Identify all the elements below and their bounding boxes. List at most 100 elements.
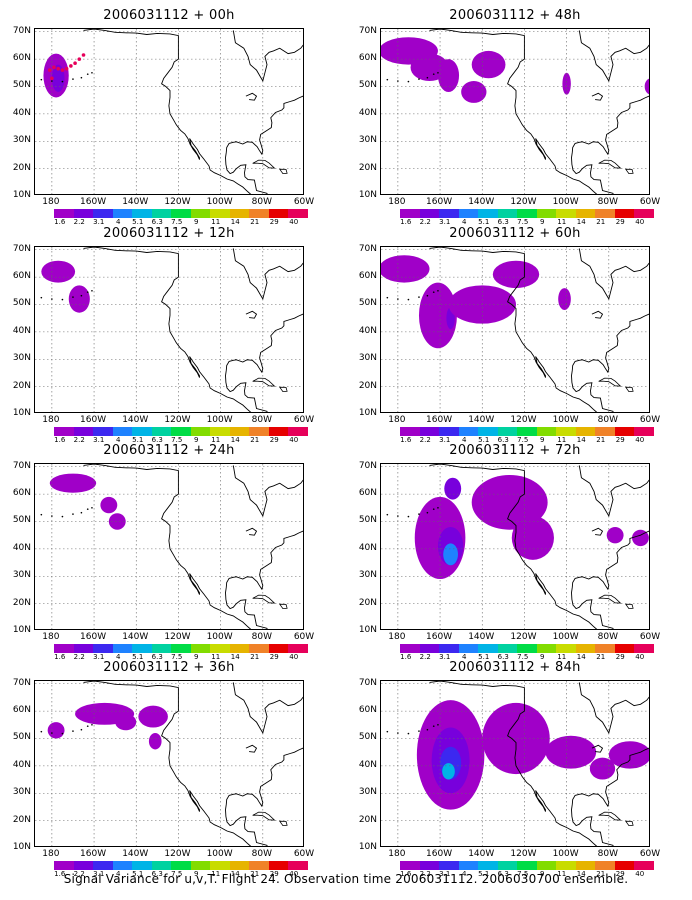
colorbar-label: 11 — [557, 436, 567, 444]
island-outline — [624, 168, 634, 175]
colorbar-swatch — [288, 209, 308, 218]
island-outline — [252, 159, 276, 169]
colorbar-label: 29 — [615, 653, 625, 661]
colorbar-swatch — [171, 427, 191, 436]
colorbar-swatch — [614, 644, 634, 653]
longitude-tick-label: 120W — [510, 632, 537, 642]
colorbar-swatch — [210, 209, 230, 218]
map-frame — [380, 463, 650, 630]
colorbar-swatch — [132, 209, 152, 218]
island-dot — [407, 298, 410, 301]
colorbar-label: 11 — [211, 218, 221, 226]
map-panel: 2006031112 + 48h 70N 60N 50N 40N 30N 20N 10N 180… — [346, 8, 686, 227]
longitude-tick-label: 80W — [597, 849, 618, 859]
island-outline — [598, 377, 622, 387]
island-dot — [418, 513, 420, 515]
colorbar-swatch — [171, 861, 191, 870]
map-frame — [34, 463, 304, 630]
colorbar-swatch — [517, 861, 537, 870]
colorbar-label: 14 — [230, 436, 240, 444]
colorbar-swatch — [400, 209, 420, 218]
colorbar-label: 4 — [116, 436, 121, 444]
colorbar-label: 29 — [615, 218, 625, 226]
map-frame — [380, 680, 650, 847]
colorbar-swatch — [268, 644, 288, 653]
colorbar-label: 9 — [194, 218, 199, 226]
longitude-tick-label: 60W — [293, 849, 315, 859]
island-dot — [437, 72, 439, 74]
longitude-tick-label: 140W — [122, 632, 149, 642]
latitude-tick-label: 10N — [358, 842, 377, 852]
colorbar-label: 21 — [596, 218, 606, 226]
map-panel: 2006031112 + 00h 70N 60N 50N 40N 30N 20N 10N 180… — [0, 8, 340, 226]
island-dot — [61, 515, 64, 518]
latitude-tick-label: 50N — [358, 80, 377, 91]
colorbar-swatch — [614, 427, 634, 436]
latitude-tick-label: 60N — [358, 488, 377, 499]
colorbar-label: 7.5 — [517, 870, 529, 878]
colorbar-label: 29 — [269, 870, 279, 878]
variance-contour — [442, 763, 455, 780]
colorbar-labels: 1.6 2.2 3.1 4 5.1 6.3 7.5 9 11 14 21 29 40 — [400, 218, 654, 227]
variance-contour — [545, 735, 597, 769]
colorbar-label: 9 — [540, 653, 545, 661]
colorbar-label: 9 — [540, 218, 545, 226]
variance-contour — [606, 526, 624, 544]
colorbar-label: 1.6 — [54, 870, 66, 878]
island-dot — [386, 513, 389, 516]
colorbar-swatch — [190, 644, 210, 653]
colorbar-swatch — [54, 861, 74, 870]
colorbar-label: 14 — [230, 870, 240, 878]
colorbar-swatch — [112, 427, 132, 436]
colorbar-swatch — [458, 427, 478, 436]
colorbar-label: 9 — [540, 436, 545, 444]
island-dot — [86, 508, 89, 510]
colorbar-swatch — [478, 644, 498, 653]
longitude-tick-label: 100W — [206, 197, 233, 207]
colorbar-swatch — [210, 861, 230, 870]
colorbar-label: 14 — [576, 436, 586, 444]
latitude-tick-label: 50N — [12, 298, 31, 309]
colorbar-label: 4 — [462, 218, 467, 226]
colorbar-swatch — [268, 861, 288, 870]
colorbar-swatch — [190, 209, 210, 218]
colorbar-label: 5.1 — [132, 870, 144, 878]
colorbar-label: 11 — [557, 218, 567, 226]
coastline — [571, 95, 649, 194]
longitude-tick-label: 80W — [251, 849, 272, 859]
island-outline — [278, 386, 288, 393]
longitude-tick-label: 60W — [639, 849, 661, 859]
latitude-tick-label: 60N — [358, 53, 377, 64]
map-canvas — [381, 464, 649, 629]
colorbar — [54, 644, 308, 653]
island-outline — [252, 811, 276, 821]
colorbar-label: 6.3 — [151, 436, 163, 444]
island-outline — [252, 594, 276, 604]
island-dot — [432, 291, 435, 293]
colorbar-labels: 1.6 2.2 3.1 4 5.1 6.3 7.5 9 11 14 21 29 40 — [54, 436, 308, 445]
colorbar-swatch — [54, 427, 74, 436]
colorbar-label: 40 — [635, 653, 645, 661]
colorbar-swatch — [190, 427, 210, 436]
observation-track-dot — [77, 57, 82, 61]
latitude-tick-label: 60N — [358, 271, 377, 282]
island-dot — [397, 298, 399, 300]
colorbar-swatch — [536, 427, 556, 436]
latitude-tick-label: 70N — [12, 243, 31, 254]
panel-title: 2006031112 + 60h — [449, 226, 581, 241]
island-dot — [418, 296, 420, 298]
longitude-tick-label: 120W — [164, 632, 191, 642]
colorbar-label: 40 — [289, 218, 299, 226]
map-canvas — [381, 681, 649, 846]
colorbar-swatch — [400, 427, 420, 436]
map-frame — [34, 246, 304, 413]
colorbar-label: 29 — [269, 653, 279, 661]
colorbar-swatch — [478, 427, 498, 436]
latitude-tick-label: 20N — [12, 162, 31, 173]
variance-contour — [47, 722, 65, 739]
longitude-tick-label: 80W — [251, 197, 272, 207]
coastline — [571, 747, 649, 846]
colorbar-swatch — [439, 427, 459, 436]
colorbar — [54, 209, 308, 218]
island-dot — [432, 508, 435, 510]
